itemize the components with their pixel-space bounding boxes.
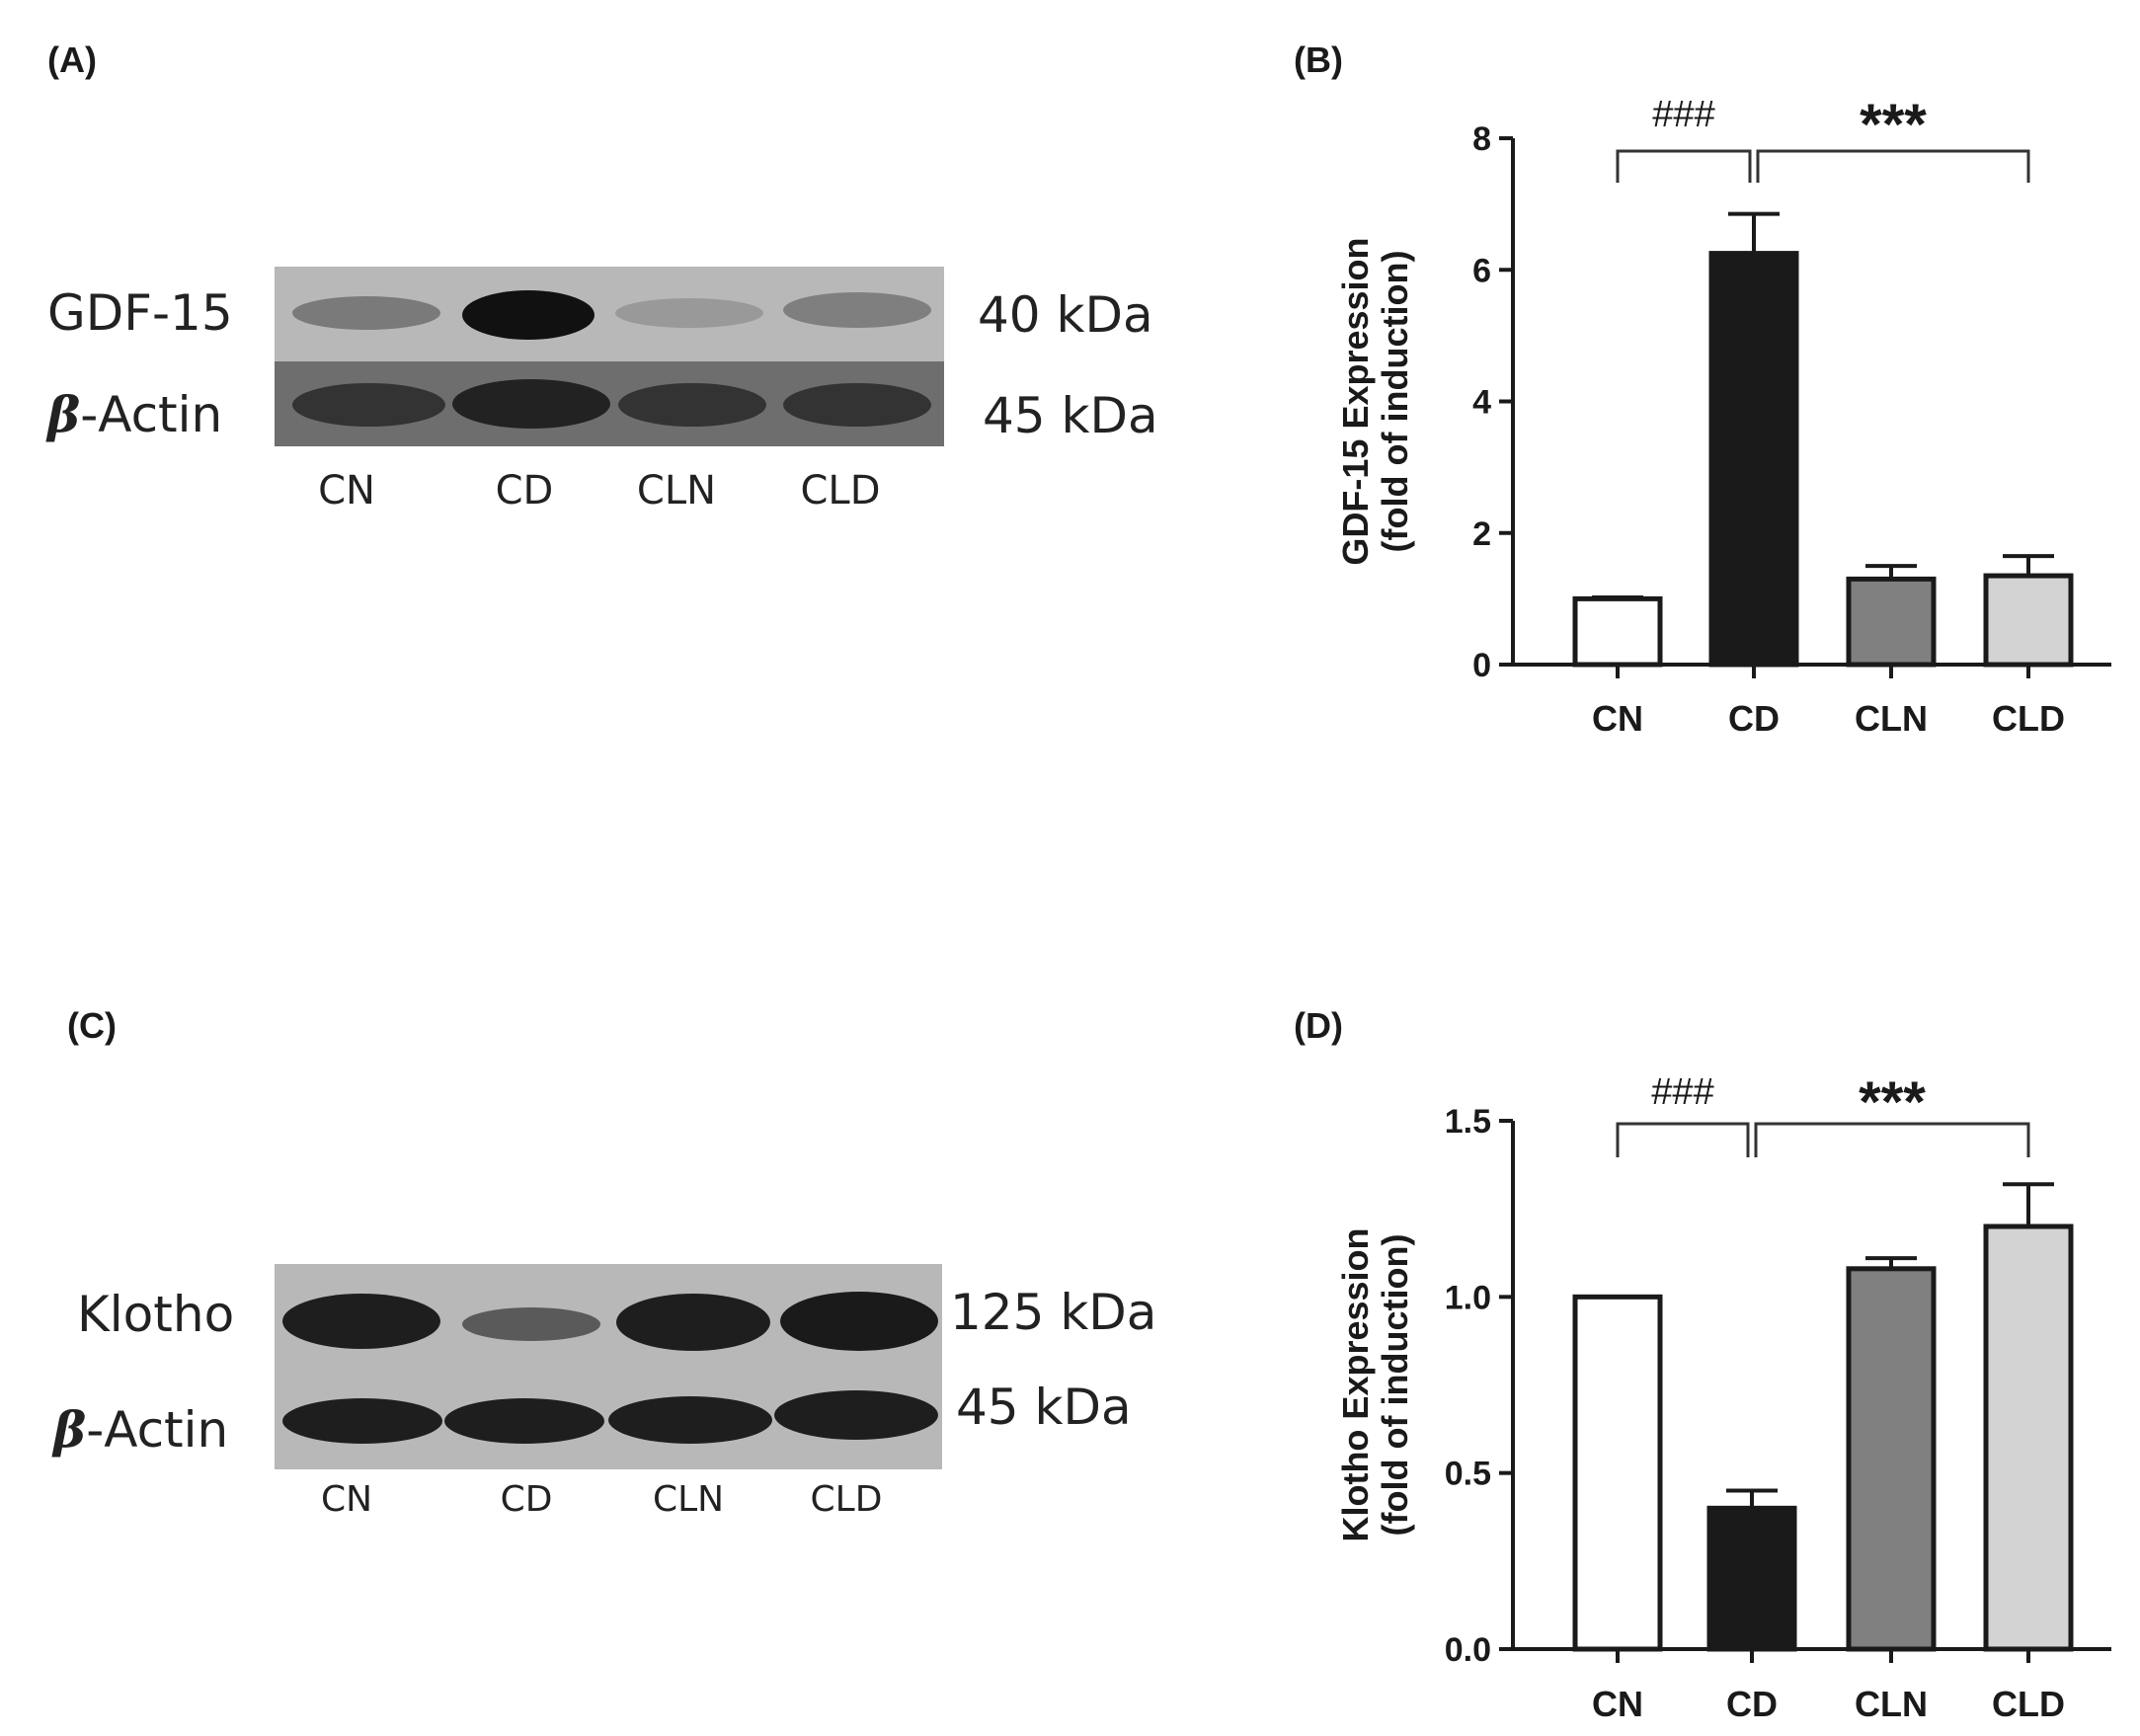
blot-strip-loading [275,1367,942,1469]
blot-loading-label-text: -Actin [80,386,223,443]
bar [1572,595,1663,668]
bar [1706,1505,1797,1652]
blot-band [292,383,445,427]
x-tick-label: CLN [1855,698,1928,739]
y-tick-label: 2 [1472,515,1491,553]
panel-letter-d: (D) [1294,1005,1343,1046]
blot-loading-label-text: -Actin [86,1401,229,1459]
blot-band [444,1398,604,1444]
blot-band [292,296,440,330]
blot-strip-target [275,267,944,361]
panel-letter-a: (A) [47,39,97,80]
lane-label: CLD [800,468,881,513]
blot-band [618,383,766,427]
blot-band [616,1294,770,1351]
y-axis-label: GDF-15 Expression [1335,237,1376,565]
x-tick-label: CN [1592,698,1643,739]
blot-band [615,298,763,328]
significance-bracket [1616,149,1752,183]
beta-symbol: β [47,385,81,443]
significance-marker: *** [1860,93,1927,157]
blot-band [462,290,594,340]
x-tick-label: CLD [1992,1684,2065,1724]
bar [1983,573,2074,668]
bar [1708,251,1799,668]
y-tick-label: 1.0 [1445,1279,1491,1316]
lane-label: CLN [652,1479,725,1520]
blot-loading-kda: 45 kDa [956,1379,1132,1436]
significance-bracket [1756,149,2030,183]
blot-band [774,1390,938,1440]
blot-band [780,1292,938,1351]
significance-marker: *** [1859,1070,1926,1135]
blot-loading-label: β-Actin [47,385,222,443]
chart-klotho-expression: 0.0 0.5 1.0 1.5 Klotho Expression (fold of in… [1335,1070,2111,1724]
lane-label: CD [500,1479,553,1520]
bar [1983,1223,2074,1652]
blot-target-label: Klotho [77,1286,235,1343]
y-tick-label: 0 [1472,647,1491,684]
significance-bracket [1616,1122,1750,1157]
blot-band [282,1294,440,1349]
x-tick-label: CLD [1992,698,2065,739]
y-tick-label: 0.0 [1445,1631,1491,1669]
significance-marker: ### [1652,94,1714,135]
blot-band [783,292,931,328]
y-tick-label: 0.5 [1445,1456,1491,1493]
lane-label: CN [318,468,375,513]
blot-band [462,1307,600,1341]
blot-target-kda: 40 kDa [978,286,1153,344]
blot-loading-label: β-Actin [53,1400,228,1459]
bar [1846,576,1937,668]
blot-strip-loading [275,361,944,446]
lane-label: CN [320,1479,373,1520]
y-tick-label: 8 [1472,120,1491,158]
chart-gdf15-expression: 0 2 4 6 8 GDF-15 Expression (fold of induction… [1335,93,2111,739]
blot-band [608,1396,772,1444]
x-tick-label: CD [1728,698,1780,739]
y-axis-label-units: (fold of induction) [1375,251,1415,553]
beta-symbol: β [53,1400,87,1459]
bar [1572,1294,1663,1652]
significance-bracket [1754,1122,2030,1157]
blot-loading-kda: 45 kDa [983,387,1158,444]
blot-band [282,1398,442,1444]
panel-letter-b: (B) [1294,39,1343,80]
blot-target-label: GDF-15 [47,284,233,342]
x-tick-label: CLN [1855,1684,1928,1724]
blot-strip-target [275,1264,942,1367]
panel-letter-c: (C) [67,1005,117,1046]
lane-label: CLN [636,468,717,513]
lane-label: CLD [810,1479,883,1520]
y-tick-label: 1.5 [1445,1103,1491,1141]
blot-target-kda: 125 kDa [950,1284,1157,1341]
y-tick-label: 4 [1472,384,1491,422]
lane-label: CD [495,468,554,513]
y-tick-label: 6 [1472,252,1491,289]
x-tick-label: CN [1592,1684,1643,1724]
significance-marker: ### [1651,1071,1713,1113]
y-axis-label-units: (fold of induction) [1375,1234,1415,1537]
blot-band [452,379,610,429]
x-tick-label: CD [1726,1684,1778,1724]
bar [1846,1266,1937,1652]
blot-band [783,383,931,427]
y-axis-label: Klotho Expression [1335,1227,1376,1541]
